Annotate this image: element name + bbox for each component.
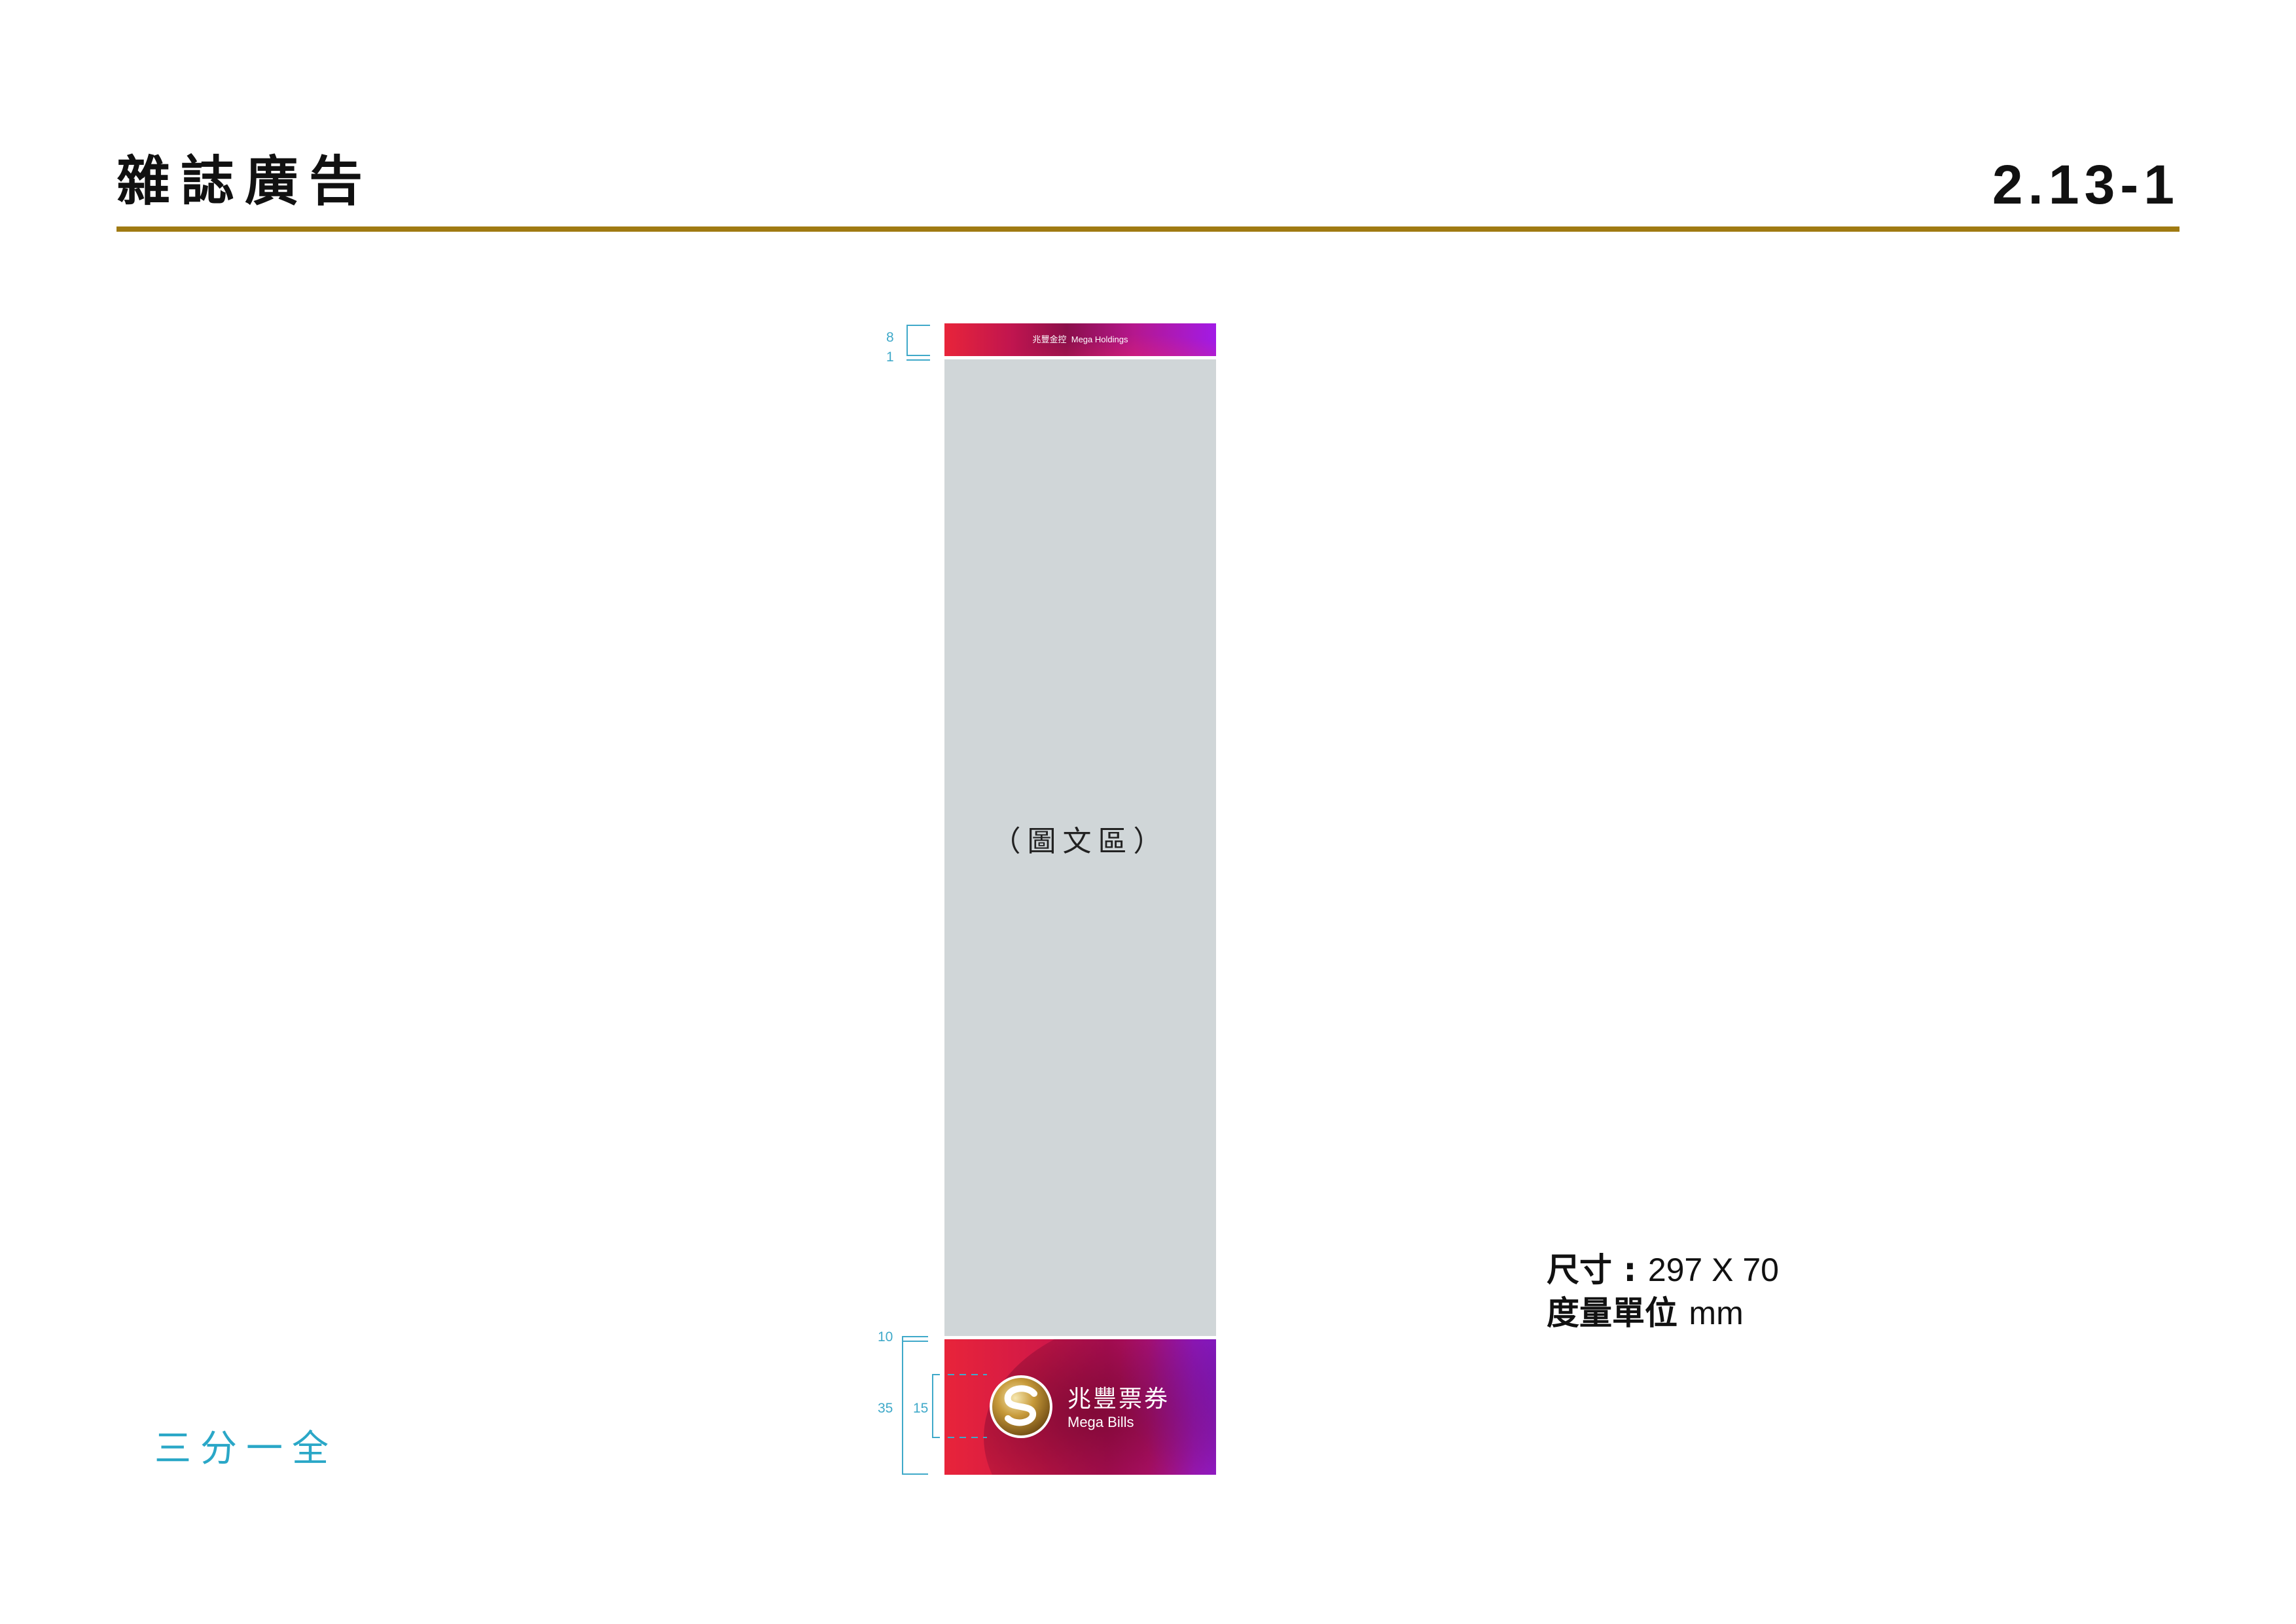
- size-spec-value: 297 X 70: [1647, 1252, 1779, 1288]
- dim-tick: [906, 355, 930, 356]
- dim-tick: [906, 359, 930, 361]
- dim-footer-gap: 10: [878, 1329, 893, 1344]
- ad-content-placeholder-label: （圖文區）: [992, 825, 1169, 858]
- size-spec: 尺寸 : 297 X 70: [1547, 1244, 1779, 1291]
- dim-bracket: [906, 325, 908, 356]
- dim-top-banner-height: 8: [886, 330, 894, 345]
- ad-brand-footer: 兆豐票券 Mega Bills: [944, 1339, 1216, 1475]
- ad-top-banner-text: 兆豐金控 Mega Holdings: [1032, 334, 1128, 344]
- format-label: 三分一全: [154, 1428, 338, 1470]
- dim-bracket: [932, 1374, 933, 1438]
- ad-content-placeholder: （圖文區）: [944, 359, 1216, 1336]
- dim-bracket: [902, 1336, 903, 1475]
- unit-spec: 度量單位 mm: [1547, 1287, 1744, 1334]
- dim-guide-dashed: [948, 1437, 987, 1438]
- page-title: 雜誌廣告: [117, 151, 374, 213]
- size-spec-label: 尺寸 :: [1547, 1251, 1648, 1289]
- page-number: 2.13-1: [1992, 154, 2179, 215]
- dim-tick: [906, 325, 930, 326]
- dim-tick: [902, 1336, 928, 1337]
- dim-tick: [932, 1374, 940, 1375]
- header-divider: [117, 226, 2179, 232]
- brand-name-chinese: 兆豐票券: [1067, 1386, 1170, 1413]
- dim-tick: [932, 1437, 940, 1438]
- dim-top-gap: 1: [886, 350, 894, 365]
- dim-guide-dashed: [948, 1374, 987, 1375]
- unit-spec-label: 度量單位: [1547, 1294, 1689, 1332]
- ad-top-banner: 兆豐金控 Mega Holdings: [944, 323, 1216, 356]
- dim-tick: [902, 1341, 928, 1342]
- dim-footer-height: 35: [878, 1401, 893, 1416]
- brand-name-english: Mega Bills: [1067, 1414, 1134, 1430]
- dim-logo-height: 15: [913, 1401, 929, 1416]
- mega-s-emblem-icon: [990, 1375, 1052, 1438]
- unit-spec-value: mm: [1689, 1295, 1744, 1331]
- dim-tick: [902, 1473, 928, 1475]
